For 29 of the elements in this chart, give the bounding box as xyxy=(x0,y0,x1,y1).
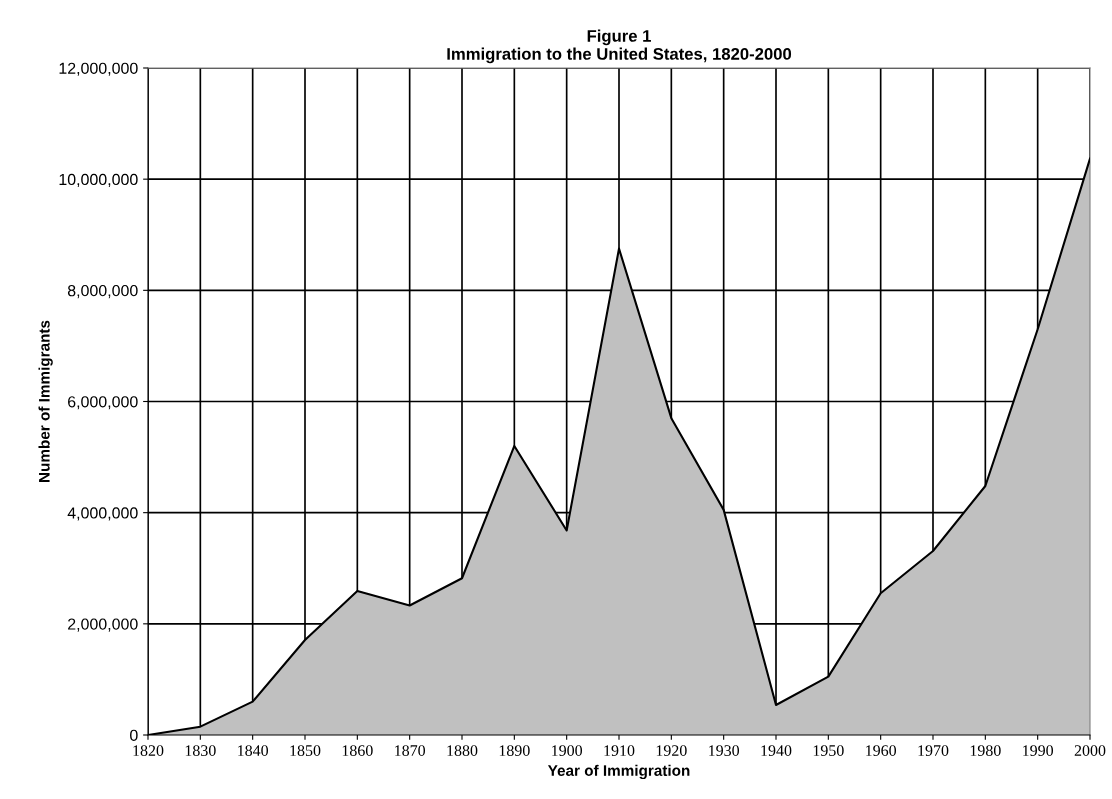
x-axis-title: Year of Immigration xyxy=(547,764,690,780)
x-tick-label: 1870 xyxy=(395,745,426,756)
y-tick-label: 4,000,000 xyxy=(67,507,138,521)
y-axis-title: Number of Immigrants xyxy=(38,320,53,482)
x-tick-label: 2000 xyxy=(1074,745,1106,756)
y-tick-label: 12,000,000 xyxy=(59,62,138,76)
x-tick-label: 1910 xyxy=(604,745,635,756)
x-tick-label: 1850 xyxy=(290,745,321,756)
y-tick-label: 10,000,000 xyxy=(59,173,138,187)
x-tick-label: 1980 xyxy=(970,745,1001,756)
y-tick-label: 8,000,000 xyxy=(67,284,138,299)
x-tick-label: 1890 xyxy=(499,745,530,756)
x-tick-label: 1940 xyxy=(761,745,792,756)
x-tick-label: 1960 xyxy=(866,745,897,756)
x-tick-label: 1900 xyxy=(552,745,583,756)
x-tick-label: 1830 xyxy=(185,745,216,756)
chart-title: Figure 1 Immigration to the United States, 1820-2000 xyxy=(447,29,792,64)
y-tick-label: 6,000,000 xyxy=(68,396,138,410)
x-tick-label: 1970 xyxy=(918,745,949,756)
y-tick-label: 2,000,000 xyxy=(68,618,138,632)
x-tick-label: 1880 xyxy=(447,745,478,756)
x-tick-label: 1840 xyxy=(238,745,269,756)
x-tick-label: 1820 xyxy=(133,745,164,756)
x-tick-label: 1950 xyxy=(813,745,844,756)
x-tick-label: 1990 xyxy=(1023,745,1054,756)
x-tick-label: 1920 xyxy=(656,745,687,756)
x-tick-label: 1930 xyxy=(709,745,740,756)
y-tick-label: 0 xyxy=(130,729,138,741)
x-tick-label: 1860 xyxy=(342,745,373,756)
